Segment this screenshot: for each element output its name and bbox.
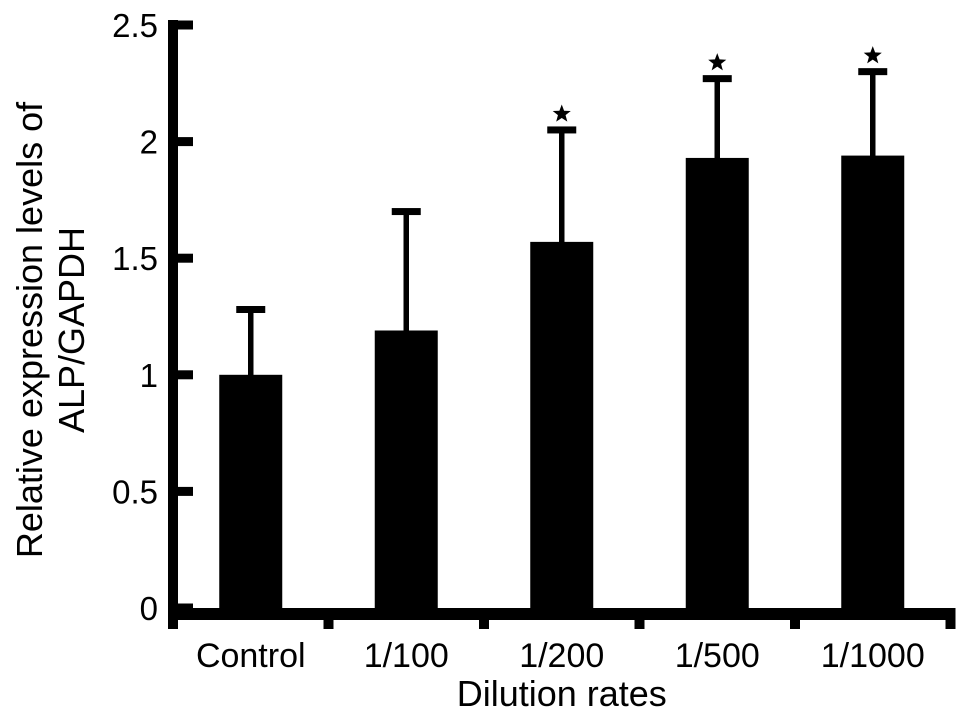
error-bar-line [559,129,565,245]
y-tick-label: 0.5 [112,473,158,510]
x-category-label: Control [196,637,306,675]
y-axis-title-line1: Relative expression levels of [9,101,50,558]
error-bar-cap [236,306,266,314]
x-category-label: 1/200 [519,637,604,675]
x-axis-tick [634,620,645,629]
bar [685,157,749,608]
error-bar-cap [547,126,577,134]
error-bar-line [870,71,876,159]
x-axis-line [168,608,956,620]
x-axis-tick [790,620,800,629]
y-tick-label: 0 [140,590,158,627]
significance-asterisk [708,53,727,71]
x-axis-tick [323,620,334,629]
bar [219,374,283,608]
y-axis-title-line2: ALP/GAPDH [51,227,92,433]
y-axis-tick [178,20,193,30]
error-bar-line [248,309,254,378]
bar [530,241,594,608]
significance-asterisk [552,104,571,122]
error-bar-line [403,211,409,334]
y-tick-label: 2.5 [112,7,158,44]
error-bar-cap [702,75,732,83]
y-axis-tick [178,137,193,147]
x-axis-tick [168,620,178,629]
x-category-label: 1/1000 [821,637,925,675]
x-category-label: 1/100 [364,637,449,675]
x-axis-title: Dilution rates [457,673,667,714]
y-axis-tick [178,370,193,380]
x-axis-tick [945,620,956,629]
error-bar-line [714,78,720,161]
y-tick-label: 1.5 [112,240,158,277]
y-tick-label: 2 [140,124,158,161]
bar [374,330,438,608]
y-axis-tick [178,253,193,263]
y-tick-label: 1 [140,357,158,394]
significance-asterisk [863,46,882,64]
y-axis-tick [178,603,193,613]
x-axis-tick [479,620,489,629]
y-axis-line [168,20,178,628]
error-bar-cap [391,208,421,216]
y-axis-tick [178,486,193,496]
error-bar-cap [858,68,888,76]
bar [841,155,905,609]
x-category-label: 1/500 [675,637,760,675]
